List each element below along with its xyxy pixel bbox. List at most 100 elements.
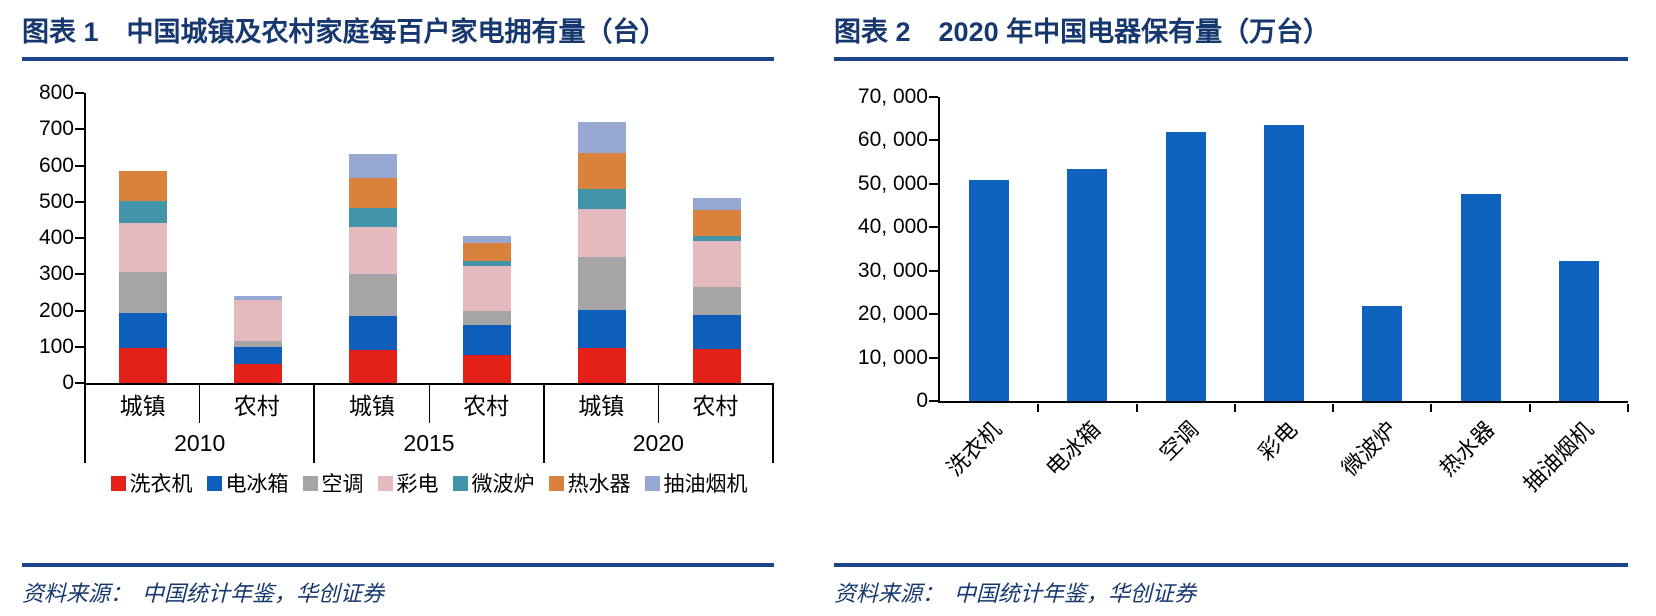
legend-label: 微波炉 (471, 473, 535, 496)
figure2-footer: 资料来源： 中国统计年鉴，华创证券 (834, 563, 1628, 608)
subcategory-row: 城镇 农村 (86, 385, 313, 423)
legend-label: 电冰箱 (225, 473, 289, 496)
legend-item: 彩电 (377, 468, 439, 498)
stacked-bar (348, 153, 397, 383)
source-text: 中国统计年鉴，华创证券 (954, 581, 1197, 606)
year-label: 2015 (403, 429, 455, 456)
legend-swatch (452, 475, 468, 491)
category-group-2010: 城镇 农村 2010 (84, 385, 316, 463)
bar-微波炉 (1362, 306, 1403, 401)
y-tick-mark (75, 273, 84, 276)
y-tick-mark (929, 226, 938, 229)
bar-segment-彩电 (463, 266, 512, 311)
figure1-footer-rule (22, 563, 774, 567)
y-tick-mark (75, 92, 84, 94)
legend-label: 热水器 (567, 473, 631, 496)
legend-swatch (377, 475, 393, 491)
year-label: 2010 (174, 429, 226, 456)
bar-segment-热水器 (119, 170, 168, 202)
bar-segment-洗衣机 (348, 349, 397, 383)
bar-segment-抽油烟机 (348, 153, 397, 178)
x-label: 电冰箱 (1040, 416, 1106, 481)
stacked-bar (463, 236, 512, 383)
subcategory-label: 农村 (692, 393, 739, 419)
x-label: 彩电 (1253, 416, 1303, 466)
x-tick-mark (1037, 403, 1040, 412)
legend-swatch (302, 475, 318, 491)
y-tick-label: 200 (38, 298, 74, 322)
bar-segment-热水器 (692, 210, 741, 236)
legend-swatch (110, 475, 126, 491)
bar-segment-抽油烟机 (463, 236, 512, 243)
bar-segment-洗衣机 (119, 348, 168, 383)
y-tick-mark (75, 164, 84, 167)
y-tick-label: 60, 000 (857, 128, 928, 152)
y-tick-mark (929, 356, 938, 359)
bar-segment-空调 (234, 340, 282, 348)
figure2-title: 图表 2 2020 年中国电器保有量（万台） (834, 14, 1628, 50)
bar-segment-电冰箱 (578, 309, 627, 349)
subcategory-label: 农村 (463, 393, 510, 419)
bar-segment-空调 (578, 256, 627, 310)
figure1-title-text: 中国城镇及农村家庭每百户家电拥有量（台） (126, 17, 667, 47)
bar-slot (659, 93, 774, 383)
x-tick-mark (1233, 403, 1236, 412)
bar-slot (430, 93, 545, 383)
figure1-category-axis: 城镇 农村 2010 城镇 农村 2015 城镇 农村 2020 (84, 385, 774, 463)
y-tick-mark (75, 382, 84, 384)
subcategory-label: 农村 (233, 393, 280, 419)
figure2-title-rule (834, 57, 1628, 61)
subcategory-label: 城镇 (315, 385, 430, 423)
legend-label: 抽油烟机 (663, 473, 748, 496)
subcategory-row: 城镇 农村 (545, 385, 772, 423)
y-tick-label: 100 (38, 334, 74, 358)
y-tick-label: 300 (38, 262, 74, 286)
x-label: 热水器 (1434, 416, 1500, 481)
x-label: 抽油烟机 (1518, 416, 1598, 497)
bar-空调 (1165, 131, 1206, 401)
y-tick-label: 400 (38, 226, 74, 249)
x-label: 洗衣机 (942, 416, 1007, 481)
y-tick-label: 10, 000 (857, 345, 928, 369)
y-tick-label: 50, 000 (857, 171, 928, 195)
bar-segment-热水器 (348, 177, 397, 209)
x-tick-mark (1135, 403, 1138, 412)
y-tick-label: 0 (62, 371, 74, 394)
bar-segment-彩电 (578, 209, 627, 257)
y-tick-mark (929, 139, 938, 142)
bar-slot (201, 93, 316, 383)
subcategory-label: 城镇 (545, 385, 659, 423)
figure1-chart: 0 100 200 300 400 500 600 700 800 (22, 81, 774, 394)
y-tick-mark (75, 200, 84, 203)
stacked-bar (692, 197, 741, 383)
bar-segment-彩电 (234, 300, 282, 341)
figure2-title-text: 2020 年中国电器保有量（万台） (938, 17, 1331, 47)
year-label: 2020 (632, 429, 684, 456)
y-tick-mark (929, 96, 938, 98)
category-group-2020: 城镇 农村 2020 (545, 385, 774, 463)
legend-label: 洗衣机 (129, 473, 193, 496)
y-tick-mark (929, 182, 938, 185)
source-text: 中国统计年鉴，华创证券 (142, 581, 385, 606)
bar-slot (545, 93, 660, 383)
source-label: 资料来源： (834, 581, 945, 606)
figure1-title-rule (22, 57, 774, 61)
y-tick-label: 70, 000 (857, 85, 928, 108)
y-tick-mark (75, 237, 84, 239)
bar-slot (1431, 97, 1529, 401)
bar-segment-空调 (119, 272, 168, 314)
subcategory-row: 城镇 农村 (315, 385, 542, 423)
bar-segment-空调 (348, 274, 397, 316)
legend-item: 电冰箱 (206, 468, 289, 498)
figure1-legend: 洗衣机 电冰箱 空调 彩电 微波炉 热水器 抽油烟机 (84, 468, 774, 498)
figure1-title-prefix: 图表 1 (22, 17, 99, 47)
y-tick-label: 700 (38, 117, 74, 141)
bar-segment-电冰箱 (234, 347, 282, 365)
bar-segment-彩电 (119, 222, 168, 273)
bar-segment-洗衣机 (578, 348, 627, 383)
bar-segment-热水器 (578, 152, 627, 189)
bar-segment-微波炉 (578, 188, 627, 210)
y-tick-label: 40, 000 (857, 215, 928, 239)
stacked-bar (119, 170, 168, 383)
y-tick-label: 0 (916, 389, 928, 412)
